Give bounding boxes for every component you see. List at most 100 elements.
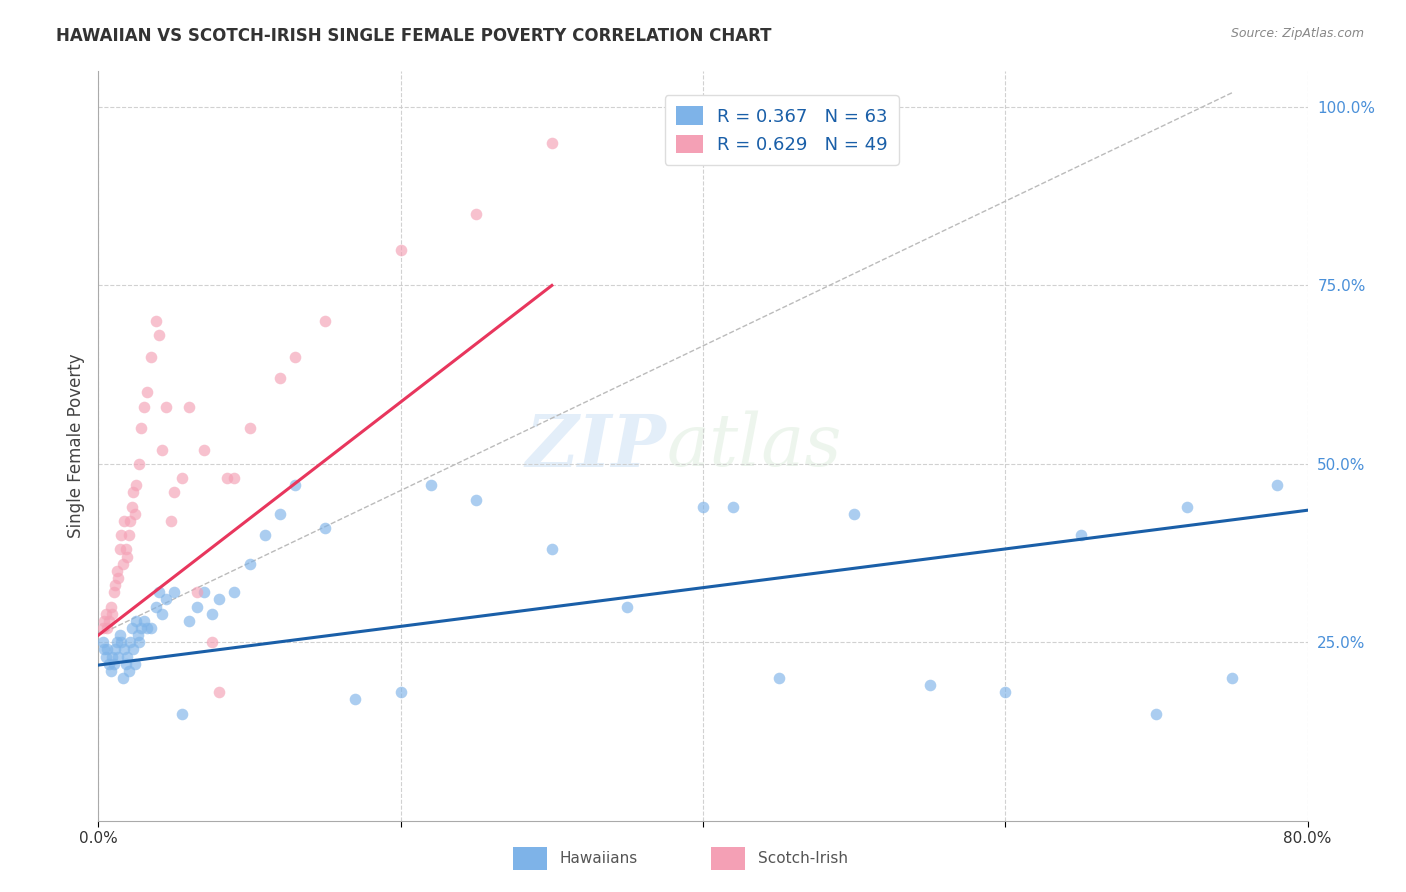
Point [1070,528,1092,542]
Point [155,400,177,414]
Point [115,549,138,564]
Point [110,528,132,542]
Point [148,328,170,343]
Point [93,614,115,628]
Point [132,400,155,414]
Point [239,557,262,571]
Point [128,635,150,649]
Point [100,599,122,614]
Bar [711,847,745,870]
Point [124,657,146,671]
Point [96,621,118,635]
Point [918,678,941,692]
Point [186,599,208,614]
Point [132,614,155,628]
Text: HAWAIIAN VS SCOTCH-IRISH SINGLE FEMALE POVERTY CORRELATION CHART: HAWAIIAN VS SCOTCH-IRISH SINGLE FEMALE P… [56,27,772,45]
Point [420,478,443,492]
Point [179,400,201,414]
Point [124,507,146,521]
Point [314,521,336,535]
Point [145,314,167,328]
Point [110,635,132,649]
Point [104,578,127,592]
Point [118,528,141,542]
Point [103,657,125,671]
Point [389,685,412,699]
Point [101,649,124,664]
Point [141,350,163,364]
Point [128,457,150,471]
Point [616,599,638,614]
Point [103,585,125,599]
Point [1267,478,1289,492]
Point [107,649,129,664]
Point [193,442,215,457]
Point [125,478,148,492]
Point [179,614,201,628]
Point [135,385,157,400]
Point [98,657,121,671]
Legend: R = 0.367   N = 63, R = 0.629   N = 49: R = 0.367 N = 63, R = 0.629 N = 49 [665,95,898,165]
Point [768,671,790,685]
Point [91,635,114,649]
Point [145,599,167,614]
Text: Hawaiians: Hawaiians [560,851,638,866]
Point [253,528,276,542]
Point [111,671,134,685]
Point [1220,671,1243,685]
Point [201,607,224,621]
Point [118,664,141,678]
Point [150,607,173,621]
Point [224,471,246,485]
Point [141,621,163,635]
Point [148,585,170,599]
Point [112,514,135,528]
Point [284,478,307,492]
Point [201,635,224,649]
Point [1144,706,1167,721]
Point [208,685,231,699]
Point [114,542,136,557]
Point [224,585,246,599]
Point [160,514,183,528]
Point [94,607,117,621]
Point [108,628,131,642]
Point [844,507,866,521]
Point [163,585,186,599]
Text: atlas: atlas [666,410,842,482]
Point [105,564,128,578]
Point [193,585,215,599]
Point [215,471,238,485]
Point [186,585,208,599]
Point [100,664,122,678]
Y-axis label: Single Female Poverty: Single Female Poverty [66,354,84,538]
Point [105,635,128,649]
Point [129,621,152,635]
Point [111,557,134,571]
Point [93,642,115,657]
Point [465,492,488,507]
Point [994,685,1017,699]
Point [129,421,152,435]
Point [208,592,231,607]
Point [112,642,135,657]
Point [98,614,121,628]
Bar [513,847,547,870]
Point [122,485,145,500]
Point [104,642,127,657]
Point [101,607,124,621]
Point [269,507,291,521]
Point [465,207,488,221]
Point [122,642,145,657]
Point [155,592,177,607]
Point [127,628,149,642]
Point [121,500,143,514]
Point [284,350,307,364]
Point [94,649,117,664]
Point [121,621,143,635]
Point [269,371,291,385]
Point [107,571,129,585]
Point [135,621,157,635]
Point [540,542,562,557]
Point [1175,500,1198,514]
